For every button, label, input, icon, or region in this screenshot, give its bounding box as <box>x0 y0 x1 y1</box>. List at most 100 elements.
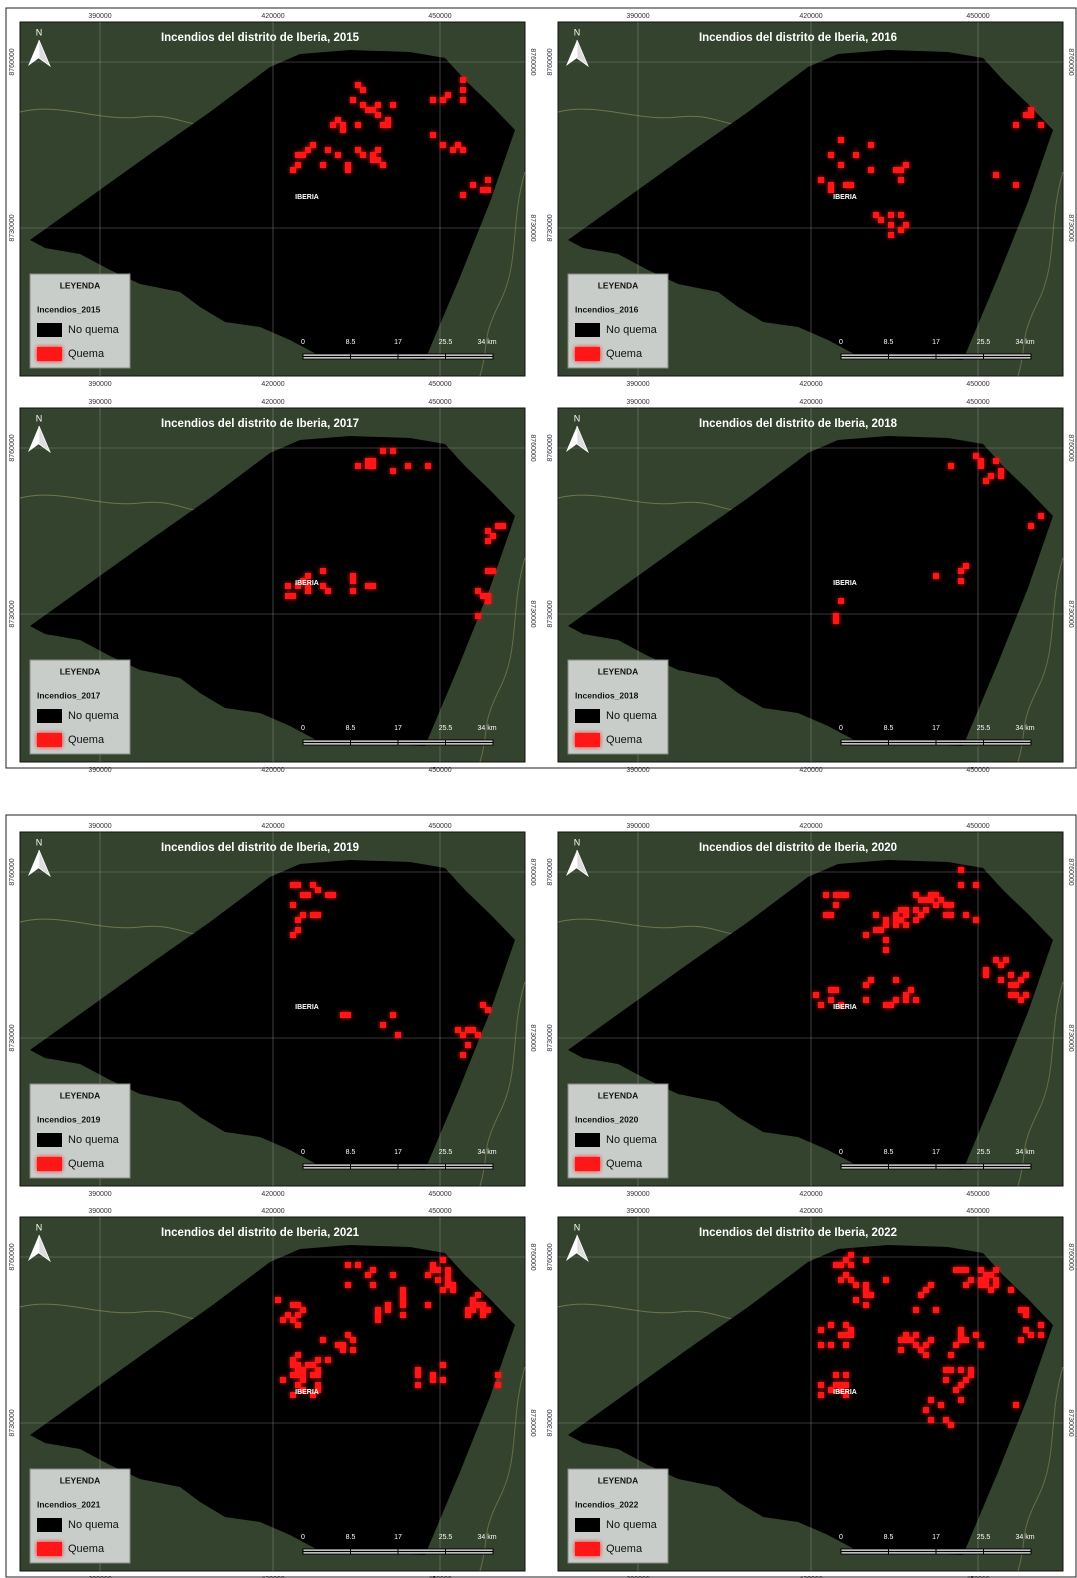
burned-pixel <box>833 987 839 993</box>
burned-pixel <box>828 1322 834 1328</box>
burned-pixel <box>908 987 914 993</box>
burned-pixel <box>1008 992 1014 998</box>
map-title: Incendios del distrito de Iberia, 2016 <box>699 32 897 44</box>
burned-pixel <box>495 1372 501 1378</box>
x-coord-label: 450000 <box>966 767 989 774</box>
burned-pixel <box>415 1367 421 1373</box>
legend-swatch <box>37 1518 62 1532</box>
burned-pixel <box>888 222 894 228</box>
place-label: IBERIA <box>833 194 857 201</box>
place-label: IBERIA <box>833 1004 857 1011</box>
y-coord-label: 8730000 <box>9 1409 16 1436</box>
burned-pixel <box>898 1347 904 1353</box>
burned-pixel <box>843 1272 849 1278</box>
scale-label: 34 km <box>477 339 496 346</box>
burned-pixel <box>460 192 466 198</box>
burned-pixel <box>823 892 829 898</box>
north-label: N <box>36 27 43 37</box>
burned-pixel <box>838 137 844 143</box>
burned-pixel <box>325 147 331 153</box>
burned-pixel <box>878 927 884 933</box>
y-coord-label: 8760000 <box>1067 48 1074 75</box>
burned-pixel <box>863 1257 869 1263</box>
legend-layer: Incendios_2019 <box>37 1114 101 1124</box>
burned-pixel <box>355 82 361 88</box>
place-label: IBERIA <box>833 580 857 587</box>
burned-pixel <box>828 182 834 188</box>
burned-pixel <box>933 892 939 898</box>
burned-pixel <box>888 232 894 238</box>
burned-pixel <box>848 1332 854 1338</box>
burned-pixel <box>973 1332 979 1338</box>
x-coord-label: 390000 <box>88 399 111 406</box>
burned-pixel <box>853 152 859 158</box>
y-coord-label: 8730000 <box>547 1024 554 1051</box>
legend-swatch <box>575 347 600 361</box>
burned-pixel <box>430 1372 436 1378</box>
burned-pixel <box>883 937 889 943</box>
place-label: IBERIA <box>295 1004 319 1011</box>
x-coord-label: 420000 <box>799 823 822 830</box>
map-title: Incendios del distrito de Iberia, 2022 <box>699 1227 897 1239</box>
burned-pixel <box>868 142 874 148</box>
burned-pixel <box>290 593 296 599</box>
x-coord-label: 450000 <box>428 13 451 20</box>
legend-label: No quema <box>68 710 120 722</box>
y-coord-label: 8730000 <box>9 1024 16 1051</box>
burned-pixel <box>938 1402 944 1408</box>
burned-pixel <box>400 1312 406 1318</box>
burned-pixel <box>425 1302 431 1308</box>
burned-pixel <box>295 882 301 888</box>
burned-pixel <box>440 1377 446 1383</box>
burned-pixel <box>430 132 436 138</box>
map-sheet: 390000 390000 420000 420000 450000 450000 8760… <box>0 0 1077 1578</box>
x-coord-label: 420000 <box>799 767 822 774</box>
y-coord-label: 8760000 <box>547 48 554 75</box>
legend-layer: Incendios_2018 <box>575 690 639 700</box>
burned-pixel <box>973 917 979 923</box>
burned-pixel <box>450 1287 456 1293</box>
burned-pixel <box>918 1292 924 1298</box>
burned-pixel <box>390 468 396 474</box>
y-coord-label: 8760000 <box>1067 1243 1074 1270</box>
x-coord-label: 450000 <box>966 823 989 830</box>
burned-pixel <box>958 1332 964 1338</box>
burned-pixel <box>983 478 989 484</box>
legend-layer: Incendios_2016 <box>575 304 639 314</box>
burned-pixel <box>1013 1402 1019 1408</box>
legend-title: LEYENDA <box>598 280 639 290</box>
y-coord-label: 8760000 <box>9 434 16 461</box>
map-panel: 3900003900004200004200004500004500008760… <box>9 13 536 388</box>
burned-pixel <box>818 177 824 183</box>
scale-label: 0 <box>839 1534 843 1541</box>
burned-pixel <box>958 578 964 584</box>
x-coord-label: 420000 <box>799 1191 822 1198</box>
scale-label: 17 <box>394 1149 402 1156</box>
burned-pixel <box>485 568 491 574</box>
burned-pixel <box>838 598 844 604</box>
x-coord-label: 420000 <box>799 13 822 20</box>
scale-label: 25.5 <box>977 1534 991 1541</box>
burned-pixel <box>390 448 396 454</box>
burned-pixel <box>928 1417 934 1423</box>
x-coord-label: 450000 <box>966 1191 989 1198</box>
burned-pixel <box>290 1372 296 1378</box>
x-coord-label: 450000 <box>428 767 451 774</box>
x-coord-label: 390000 <box>626 823 649 830</box>
north-label: N <box>574 27 581 37</box>
burned-pixel <box>340 127 346 133</box>
burned-pixel <box>365 458 371 464</box>
scale-label: 17 <box>394 725 402 732</box>
burned-pixel <box>943 912 949 918</box>
burned-pixel <box>838 162 844 168</box>
y-coord-label: 8730000 <box>529 600 536 627</box>
y-coord-label: 8760000 <box>9 858 16 885</box>
burned-pixel <box>903 222 909 228</box>
burned-pixel <box>375 1317 381 1323</box>
burned-pixel <box>275 1297 281 1303</box>
legend-label: Quema <box>606 734 643 746</box>
legend-label: Quema <box>606 1158 643 1170</box>
burned-pixel <box>898 212 904 218</box>
burned-pixel <box>1008 1287 1014 1293</box>
legend-title: LEYENDA <box>60 666 101 676</box>
